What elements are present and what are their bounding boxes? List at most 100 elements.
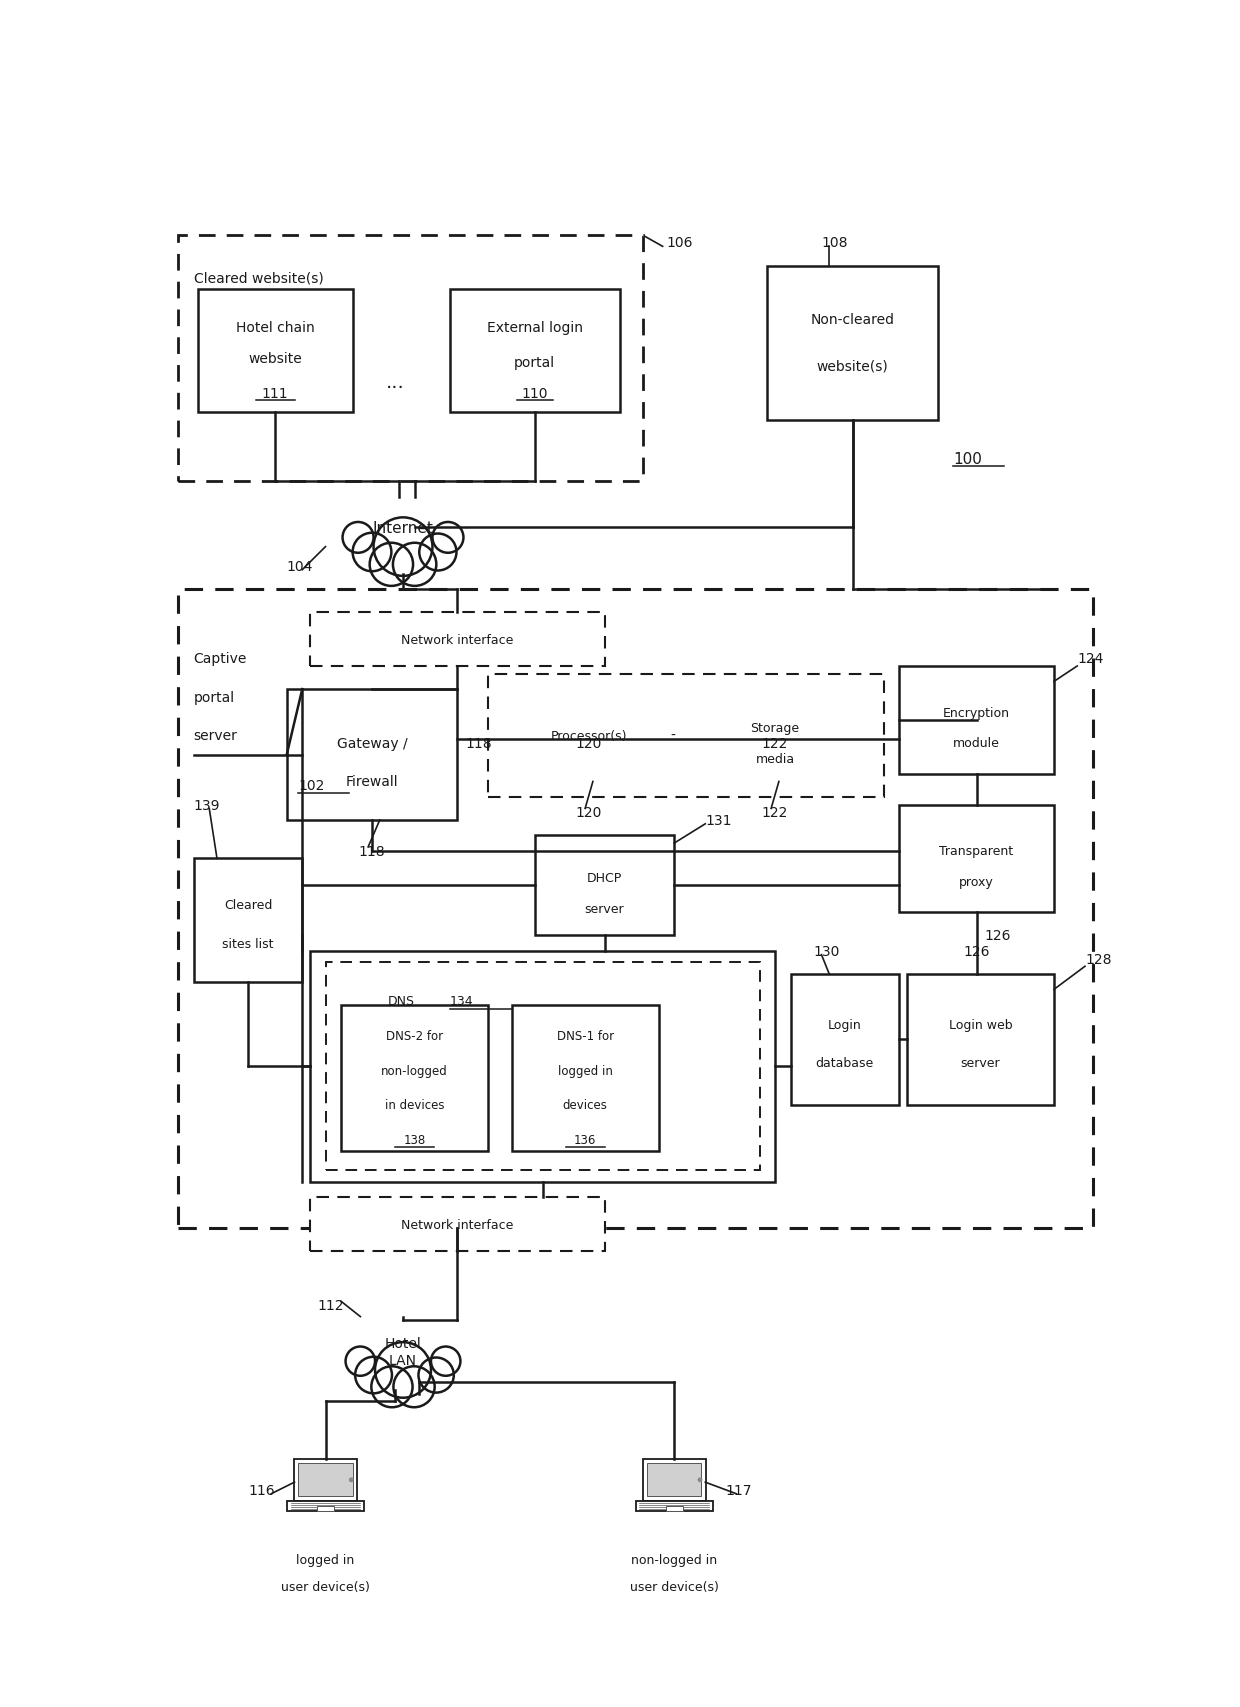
FancyBboxPatch shape	[489, 674, 883, 797]
Text: server: server	[585, 903, 624, 915]
FancyBboxPatch shape	[294, 1459, 357, 1500]
Circle shape	[374, 1342, 432, 1398]
Text: in devices: in devices	[384, 1099, 444, 1111]
Circle shape	[393, 543, 436, 587]
Text: Internet: Internet	[372, 521, 434, 536]
Text: user device(s): user device(s)	[281, 1579, 370, 1593]
Text: 122: 122	[761, 736, 789, 751]
Text: 134: 134	[449, 995, 474, 1007]
FancyBboxPatch shape	[316, 1506, 335, 1511]
FancyBboxPatch shape	[636, 1500, 713, 1511]
FancyBboxPatch shape	[310, 613, 605, 666]
Text: 116: 116	[248, 1483, 274, 1497]
Text: 120: 120	[575, 806, 603, 819]
FancyBboxPatch shape	[193, 859, 303, 982]
Text: 130: 130	[813, 944, 841, 958]
Text: 104: 104	[286, 560, 314, 574]
Circle shape	[352, 533, 392, 572]
FancyBboxPatch shape	[286, 690, 458, 821]
Text: Cleared website(s): Cleared website(s)	[193, 271, 324, 285]
Circle shape	[373, 517, 433, 577]
Text: Firewall: Firewall	[346, 775, 398, 789]
Text: proxy: proxy	[959, 876, 994, 889]
Text: 120: 120	[575, 736, 603, 751]
Text: 118: 118	[358, 845, 386, 859]
Text: module: module	[954, 737, 999, 749]
FancyBboxPatch shape	[899, 806, 1054, 913]
Text: non-logged in: non-logged in	[631, 1553, 717, 1565]
Circle shape	[698, 1478, 703, 1482]
FancyBboxPatch shape	[906, 975, 1054, 1104]
Text: 106: 106	[667, 236, 693, 251]
Text: database: database	[816, 1057, 874, 1069]
FancyBboxPatch shape	[642, 1459, 706, 1500]
Text: portal: portal	[193, 690, 234, 705]
Text: 124: 124	[1078, 652, 1104, 666]
Circle shape	[432, 1347, 460, 1376]
Text: 122: 122	[761, 806, 789, 819]
Circle shape	[433, 522, 464, 553]
Circle shape	[342, 522, 373, 553]
Text: Processor(s): Processor(s)	[551, 729, 627, 743]
Text: Network interface: Network interface	[401, 1219, 513, 1231]
FancyBboxPatch shape	[511, 1005, 658, 1152]
FancyBboxPatch shape	[791, 975, 899, 1104]
FancyBboxPatch shape	[197, 290, 352, 413]
Text: 138: 138	[403, 1133, 425, 1147]
Text: logged in: logged in	[296, 1553, 355, 1565]
Text: Cleared: Cleared	[223, 898, 273, 912]
FancyBboxPatch shape	[511, 690, 667, 782]
Text: server: server	[961, 1057, 1001, 1069]
FancyBboxPatch shape	[899, 666, 1054, 775]
Text: DNS-1 for: DNS-1 for	[557, 1029, 614, 1043]
Text: non-logged: non-logged	[381, 1063, 448, 1077]
FancyBboxPatch shape	[768, 266, 937, 420]
FancyBboxPatch shape	[341, 1005, 489, 1152]
FancyBboxPatch shape	[697, 690, 853, 782]
Text: user device(s): user device(s)	[630, 1579, 719, 1593]
Text: 126: 126	[985, 929, 1011, 942]
FancyBboxPatch shape	[288, 1500, 363, 1511]
Text: Hotel chain: Hotel chain	[236, 321, 315, 335]
Text: sites list: sites list	[222, 937, 274, 951]
FancyBboxPatch shape	[666, 1506, 683, 1511]
Text: Gateway /: Gateway /	[337, 736, 407, 751]
Text: 112: 112	[317, 1299, 345, 1313]
Polygon shape	[345, 533, 461, 556]
Text: website: website	[248, 352, 303, 365]
Circle shape	[393, 1367, 435, 1407]
FancyBboxPatch shape	[299, 1463, 352, 1497]
Text: 139: 139	[193, 799, 221, 813]
Text: 128: 128	[1085, 953, 1111, 966]
Text: Encryption: Encryption	[942, 707, 1011, 719]
FancyBboxPatch shape	[310, 1198, 605, 1251]
Circle shape	[346, 1347, 374, 1376]
Text: DNS: DNS	[387, 995, 414, 1007]
Text: logged in: logged in	[558, 1063, 613, 1077]
Text: 118: 118	[465, 736, 491, 751]
Text: External login: External login	[487, 321, 583, 335]
Text: media: media	[755, 753, 795, 765]
Text: 126: 126	[963, 944, 990, 958]
FancyBboxPatch shape	[310, 951, 775, 1183]
Circle shape	[418, 1357, 454, 1393]
Text: Login: Login	[828, 1017, 862, 1031]
Text: Login web: Login web	[949, 1017, 1012, 1031]
Text: Storage: Storage	[750, 722, 800, 734]
Text: 110: 110	[522, 386, 548, 401]
Text: 111: 111	[262, 386, 289, 401]
FancyBboxPatch shape	[647, 1463, 702, 1497]
Text: DNS-2 for: DNS-2 for	[386, 1029, 443, 1043]
FancyBboxPatch shape	[449, 290, 620, 413]
Text: server: server	[193, 729, 238, 743]
Text: Captive: Captive	[193, 652, 247, 666]
Text: Transparent: Transparent	[940, 845, 1013, 857]
Polygon shape	[347, 1355, 459, 1379]
Text: Network interface: Network interface	[401, 633, 513, 647]
Text: 108: 108	[821, 236, 848, 251]
FancyBboxPatch shape	[179, 236, 644, 481]
Text: website(s): website(s)	[817, 360, 888, 374]
FancyBboxPatch shape	[534, 836, 675, 935]
Circle shape	[355, 1357, 392, 1393]
Circle shape	[370, 543, 413, 587]
